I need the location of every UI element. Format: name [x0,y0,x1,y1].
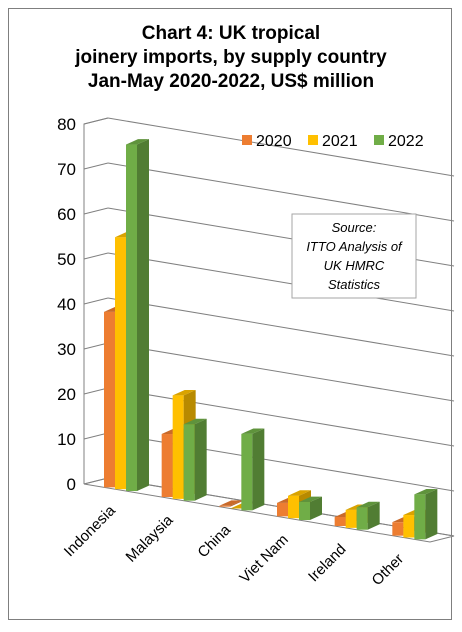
legend-swatch [242,135,252,145]
legend-label: 2021 [322,133,358,150]
bar-top [288,490,311,496]
y-tick-label: 0 [67,475,76,494]
bar-2022-malaysia [183,418,207,501]
bar-front [172,395,184,499]
bar-2022-viet-nam [299,496,322,521]
bar-top [241,428,265,434]
gridline [107,342,455,402]
x-tick-label: Other [369,551,408,590]
source-text-line: UK HMRC [324,258,385,273]
gridline [107,432,455,492]
source-text-line: Source: [332,220,377,235]
bar-side [137,139,149,492]
bar-front [161,434,173,498]
bar-2022-other [414,488,438,540]
bar-top [126,139,149,145]
bar-side [252,428,265,511]
bar-front [183,424,195,501]
bar-top [414,488,438,495]
gridline [107,387,455,447]
legend-swatch [374,135,384,145]
y-tick-label: 40 [57,295,76,314]
bar-top [219,500,243,506]
x-tick-label: Indonesia [61,502,119,560]
legend-swatch [308,135,318,145]
bar-top [172,389,196,396]
x-tick-label: China [194,521,234,561]
y-tick-label: 70 [57,160,76,179]
bar-side [230,500,243,507]
chart-title-line-2: joinery imports, by supply country [75,47,387,68]
gridline-side [83,207,109,215]
gridline-side [83,297,109,305]
gridline-side [83,117,109,125]
source-text-line: ITTO Analysis of [306,239,403,254]
bar-top [183,418,207,425]
y-tick-label: 20 [57,385,76,404]
bar-front [277,502,288,517]
y-tick-label: 60 [57,205,76,224]
gridline [107,162,455,222]
x-tick-label: Malaysia [123,511,177,565]
chart-title-line-3: Jan-May 2020-2022, US$ million [87,71,375,92]
source-text-line: Statistics [328,277,381,292]
bar-2022-ireland [356,501,380,530]
y-tick-label: 80 [57,115,76,134]
bar-front [126,144,137,492]
bar-top [356,501,380,508]
gridline [107,252,455,312]
gridline-side [83,162,109,170]
bar-front [334,517,346,527]
source-box [291,213,417,299]
bar-2022-china [241,428,265,511]
bar-front [403,515,415,538]
bar-front [219,505,231,507]
bar-front [104,311,115,488]
legend-label: 2020 [256,133,292,150]
bar-top [299,496,322,503]
bar-2022-indonesia [126,139,149,492]
bar-side [194,418,207,501]
bar-side [367,501,380,530]
bar-front [288,495,299,519]
gridline [107,297,455,357]
gridline-side [83,252,109,260]
bar-2020-china [219,500,243,507]
legend-label: 2022 [388,133,424,150]
chart-title-line-1: Chart 4: UK tropical [141,23,321,44]
y-tick-label: 30 [57,340,76,359]
bar-front [299,502,310,521]
bar-front [392,522,404,536]
x-tick-label: Viet Nam [236,531,291,586]
bar-side [425,488,438,540]
y-tick-label: 50 [57,250,76,269]
bar-front [241,433,253,511]
bar-front [414,494,426,540]
chart-title: Chart 4: UK tropical joinery imports, by… [8,22,454,94]
bar-front [345,509,357,528]
bar-side [310,496,322,521]
y-tick-label: 10 [57,430,76,449]
x-tick-label: Ireland [305,541,349,585]
bar-front [356,507,368,530]
bar-front [115,237,126,490]
gridline [107,117,455,177]
